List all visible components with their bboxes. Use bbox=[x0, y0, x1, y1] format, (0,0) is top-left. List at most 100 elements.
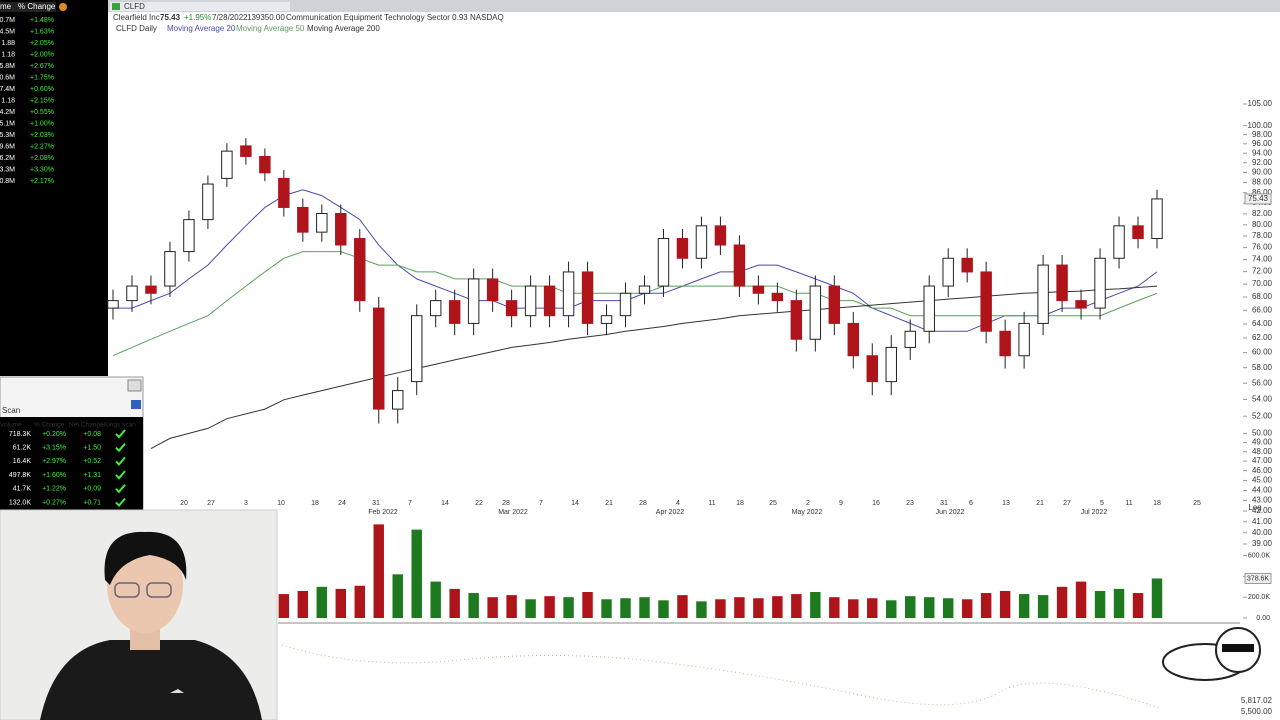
scan-cell: +0.08 bbox=[83, 431, 101, 438]
y-tick-label: 78.00 bbox=[1252, 231, 1273, 240]
y-tick-label: 47.00 bbox=[1252, 456, 1273, 465]
scan-icon[interactable] bbox=[131, 400, 141, 409]
volume-bar bbox=[886, 600, 897, 618]
candle-body bbox=[486, 278, 499, 302]
scan-cell: 41.7K bbox=[13, 486, 32, 493]
sector-info: Communication Equipment Technology Secto… bbox=[286, 13, 504, 22]
toolbar-item[interactable]: Moving Average 50 bbox=[236, 24, 305, 33]
y-tick-label: 46.00 bbox=[1252, 466, 1273, 475]
column-header: Kings scan bbox=[104, 422, 136, 429]
x-tick-label: 22 bbox=[475, 500, 483, 507]
volume-bar bbox=[734, 597, 745, 618]
y-tick-label: 82.00 bbox=[1252, 209, 1273, 218]
volume-bar bbox=[620, 598, 631, 618]
watchlist-cell: 9.6M bbox=[0, 143, 15, 150]
watchlist-cell: +1.75% bbox=[30, 74, 54, 81]
column-header: % Change bbox=[34, 422, 65, 429]
x-tick-label: 7 bbox=[408, 500, 412, 507]
x-tick-label: 16 bbox=[872, 500, 880, 507]
check-icon bbox=[115, 456, 126, 466]
y-tick-label: 58.00 bbox=[1252, 363, 1273, 372]
last-price-box bbox=[1244, 193, 1272, 205]
symbol-icon bbox=[112, 3, 120, 10]
toolbar-item[interactable]: Moving Average 20 bbox=[167, 24, 236, 33]
x-tick-label: 21 bbox=[1036, 500, 1044, 507]
scan-cell: 16.4K bbox=[13, 458, 32, 465]
x-tick-label: 31 bbox=[940, 500, 948, 507]
volume-bar bbox=[772, 596, 783, 618]
indicator-label: 5,817.02 bbox=[1241, 696, 1273, 705]
watchlist-cell: 3.3M bbox=[0, 166, 15, 173]
price: 75.43 bbox=[160, 13, 181, 22]
scale-toggle[interactable]: Log bbox=[1248, 503, 1261, 512]
volume-bar bbox=[677, 595, 688, 618]
toolbar-item[interactable]: CLFD Daily bbox=[116, 24, 157, 33]
watchlist-cell: 4.5M bbox=[0, 28, 15, 35]
moving-average-line bbox=[113, 189, 1158, 332]
add-button[interactable] bbox=[59, 3, 67, 11]
watchlist-cell: +2.05% bbox=[30, 40, 54, 47]
watchlist-cell: 7.4M bbox=[0, 86, 15, 93]
volume-bar bbox=[335, 588, 347, 618]
volume-bar bbox=[715, 599, 726, 618]
watchlist-cell: 0.6M bbox=[0, 74, 15, 81]
candle-body bbox=[354, 238, 366, 302]
x-tick-label: 18 bbox=[736, 500, 744, 507]
volume-last-label: 378.6K bbox=[1247, 575, 1270, 582]
volume-bar bbox=[506, 595, 517, 618]
volume-bar bbox=[905, 596, 916, 618]
toolbar-item[interactable]: Moving Average 200 bbox=[307, 24, 380, 33]
candle-body bbox=[771, 292, 784, 302]
watchlist-cell: +0.60% bbox=[30, 86, 54, 93]
scan-cell: 718.3K bbox=[9, 431, 32, 438]
watchlist-cell: +2.27% bbox=[30, 143, 54, 150]
toolbar-icons[interactable] bbox=[110, 2, 290, 11]
volume-bar bbox=[961, 599, 973, 618]
watchlist-cell: 1.88 bbox=[1, 40, 15, 47]
candle-body bbox=[259, 155, 271, 174]
x-tick-label: 14 bbox=[441, 500, 449, 507]
volume-bar bbox=[810, 592, 821, 618]
y-tick-label: 80.00 bbox=[1252, 220, 1273, 229]
y-tick-label: 40.00 bbox=[1252, 528, 1273, 537]
watchlist-cell: 0.7M bbox=[0, 17, 15, 24]
volume-bar bbox=[1113, 588, 1125, 618]
check-icon bbox=[115, 429, 126, 439]
volume-tick-label: 200.0K bbox=[1248, 594, 1271, 601]
volume-bar bbox=[468, 593, 479, 618]
candle-body bbox=[126, 285, 138, 302]
x-tick-label: 24 bbox=[338, 500, 346, 507]
candle-body bbox=[885, 346, 897, 383]
volume-bar bbox=[1132, 593, 1144, 618]
candle-body bbox=[999, 330, 1011, 357]
y-tick-label: 98.00 bbox=[1252, 130, 1273, 139]
x-tick-label: 18 bbox=[1153, 500, 1161, 507]
y-tick-label: 94.00 bbox=[1252, 148, 1273, 157]
scan-cell: +0.27% bbox=[42, 499, 66, 506]
candle-body bbox=[866, 355, 878, 383]
watchlist-cell: 0.8M bbox=[0, 178, 15, 185]
y-tick-label: 49.00 bbox=[1252, 438, 1273, 447]
candle-body bbox=[790, 300, 803, 340]
y-tick-label: 96.00 bbox=[1252, 139, 1273, 148]
y-tick-label: 39.00 bbox=[1252, 539, 1273, 548]
y-tick-label: 54.00 bbox=[1252, 395, 1273, 404]
x-tick-label: 11 bbox=[708, 500, 715, 507]
x-tick-label: 23 bbox=[906, 500, 914, 507]
candle-body bbox=[335, 212, 347, 246]
candle-body bbox=[1132, 225, 1144, 240]
volume-tick-label: 600.0K bbox=[1248, 552, 1271, 559]
candle-body bbox=[980, 271, 992, 332]
close-button[interactable] bbox=[127, 379, 142, 392]
candle-body bbox=[543, 285, 556, 317]
symbol: CLFD bbox=[124, 2, 145, 11]
candle-body bbox=[1018, 322, 1030, 357]
candle-body bbox=[847, 322, 860, 357]
candle-body bbox=[828, 285, 841, 324]
candle-body bbox=[278, 177, 290, 208]
y-tick-label: 50.00 bbox=[1252, 429, 1273, 438]
watchlist-panel bbox=[0, 0, 108, 376]
y-tick-label: 52.00 bbox=[1252, 411, 1273, 420]
scan-cell: +3.15% bbox=[42, 445, 66, 452]
